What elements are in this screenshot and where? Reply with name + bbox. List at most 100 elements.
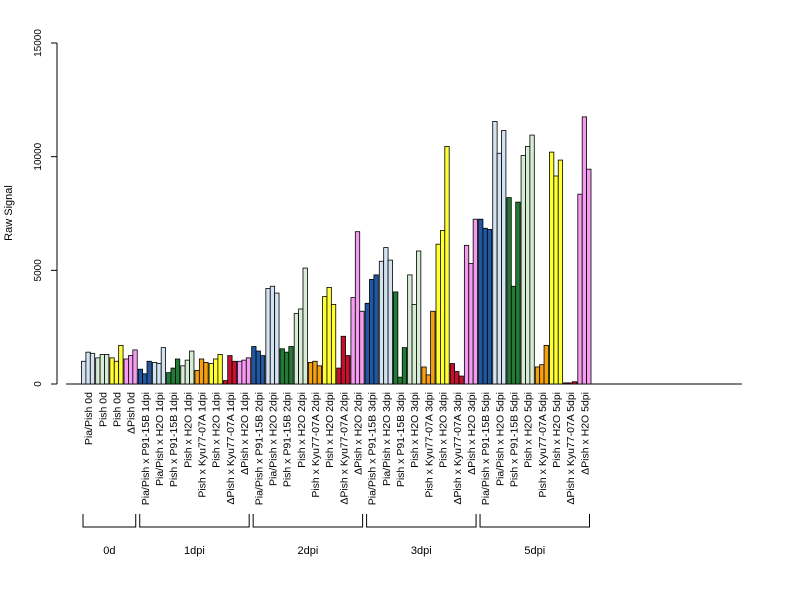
x-tick-label: Pish x Kyu77-07A 2dpi xyxy=(310,392,322,498)
bar xyxy=(439,230,446,385)
bar xyxy=(326,286,332,385)
x-tick-label: Pish x H2O 1dpi xyxy=(182,392,194,468)
bar xyxy=(543,344,549,385)
bar-series xyxy=(81,116,592,385)
bar xyxy=(170,367,176,385)
bar xyxy=(458,375,464,385)
bar xyxy=(581,116,588,385)
x-tick-label: Pish x Kyu77-07A 5dpi xyxy=(537,392,549,498)
bar xyxy=(407,274,413,385)
x-tick-label: Pish x P91-15B 5dpi xyxy=(509,392,521,487)
bar xyxy=(373,274,379,385)
group-label: 5dpi xyxy=(524,545,545,557)
bar xyxy=(364,302,370,385)
bar xyxy=(142,373,148,385)
bar xyxy=(401,347,408,385)
bar xyxy=(222,380,229,385)
bar xyxy=(563,382,569,385)
x-tick-label: Pish x H2O 3dpi xyxy=(409,392,421,468)
bar xyxy=(109,357,115,385)
y-tick-label: 15000 xyxy=(33,29,44,57)
bar xyxy=(284,351,290,385)
bar xyxy=(151,361,158,385)
bar xyxy=(501,130,507,385)
bar xyxy=(128,355,134,385)
bar xyxy=(492,121,498,385)
bar xyxy=(194,369,200,385)
bar xyxy=(174,358,181,385)
bar xyxy=(463,244,470,385)
bar xyxy=(180,365,186,385)
bar xyxy=(203,361,209,385)
bar xyxy=(515,201,521,385)
x-tick-label: ΔPish 0d xyxy=(126,392,138,434)
bar xyxy=(99,354,105,385)
x-tick-label: ΔPish x H2O 2dpi xyxy=(353,392,365,475)
y-axis: 0 5000 10000 15000 xyxy=(33,29,58,387)
bar xyxy=(298,308,304,385)
group-label: 0d xyxy=(103,545,115,557)
bar xyxy=(472,218,478,385)
x-tick-label: Pia/Pish 0d xyxy=(83,392,95,445)
x-tick-label: Pish x Kyu77-07A 1dpi xyxy=(197,392,209,498)
bar xyxy=(553,175,559,385)
x-tick-label: Pish x H2O 5dpi xyxy=(551,392,563,468)
bar xyxy=(288,346,294,385)
x-tick-label: ΔPish x Kyu77-07A 5dpi xyxy=(565,392,577,505)
group-brackets: 0d 1dpi 2dpi 3dpi 5dpi xyxy=(82,514,590,557)
bar xyxy=(387,259,393,385)
x-tick-label: Pia/Pish x P91-15B 1dpi xyxy=(140,392,152,505)
bar xyxy=(539,364,545,385)
bar xyxy=(160,347,166,385)
bar xyxy=(217,354,223,385)
bar xyxy=(557,159,564,385)
bar xyxy=(345,355,351,385)
bar xyxy=(198,358,205,385)
bar xyxy=(118,344,124,385)
bar xyxy=(449,363,455,385)
x-tick-label: ΔPish x Kyu77-07A 3dpi xyxy=(452,392,464,505)
bar xyxy=(525,146,531,385)
x-tick-label: Pia/Pish x P91-15B 5dpi xyxy=(480,392,492,505)
x-tick-label: Pish x P91-15B 2dpi xyxy=(282,392,294,487)
bar xyxy=(293,313,300,385)
x-tick-label: Pia/Pish x H2O 2dpi xyxy=(267,392,279,486)
bar xyxy=(89,352,96,385)
bar xyxy=(213,358,219,385)
bar xyxy=(336,367,342,385)
bar xyxy=(478,218,484,385)
x-tick-label: Pish 0d xyxy=(111,392,123,427)
x-tick-label: Pish 0d xyxy=(97,392,109,427)
bar xyxy=(307,361,314,385)
x-tick-label: Pia/Pish x P91-15B 3dpi xyxy=(367,392,379,505)
bar xyxy=(482,227,488,385)
bar xyxy=(251,346,257,385)
bar xyxy=(132,349,138,385)
group-bracket xyxy=(479,514,590,528)
bar xyxy=(156,363,162,385)
y-tick-label: 0 xyxy=(33,381,44,387)
group-bracket xyxy=(366,514,477,528)
bar xyxy=(316,365,322,385)
bar xyxy=(506,197,512,385)
x-tick-label: Pish x H2O 3dpi xyxy=(438,392,450,468)
bar xyxy=(166,372,172,385)
bar xyxy=(95,357,101,385)
bar xyxy=(104,354,110,385)
group-label: 1dpi xyxy=(184,545,205,557)
bar xyxy=(529,134,535,385)
x-tick-labels: Pia/Pish 0d Pish 0d Pish 0d ΔPish 0d Pia/Pis… xyxy=(83,392,591,505)
group-bracket xyxy=(252,514,364,528)
x-tick-label: Pish x P91-15B 3dpi xyxy=(395,392,407,487)
bar xyxy=(567,382,573,385)
bar xyxy=(369,279,375,385)
x-tick-label: Pish x H2O 2dpi xyxy=(324,392,336,468)
bar xyxy=(393,291,399,385)
x-tick-label: Pia/Pish x H2O 1dpi xyxy=(154,392,166,486)
bar xyxy=(425,374,432,385)
bar xyxy=(81,360,87,385)
x-tick-label: Pish x H2O 2dpi xyxy=(296,392,308,468)
bar xyxy=(227,355,233,385)
bar xyxy=(208,363,214,385)
